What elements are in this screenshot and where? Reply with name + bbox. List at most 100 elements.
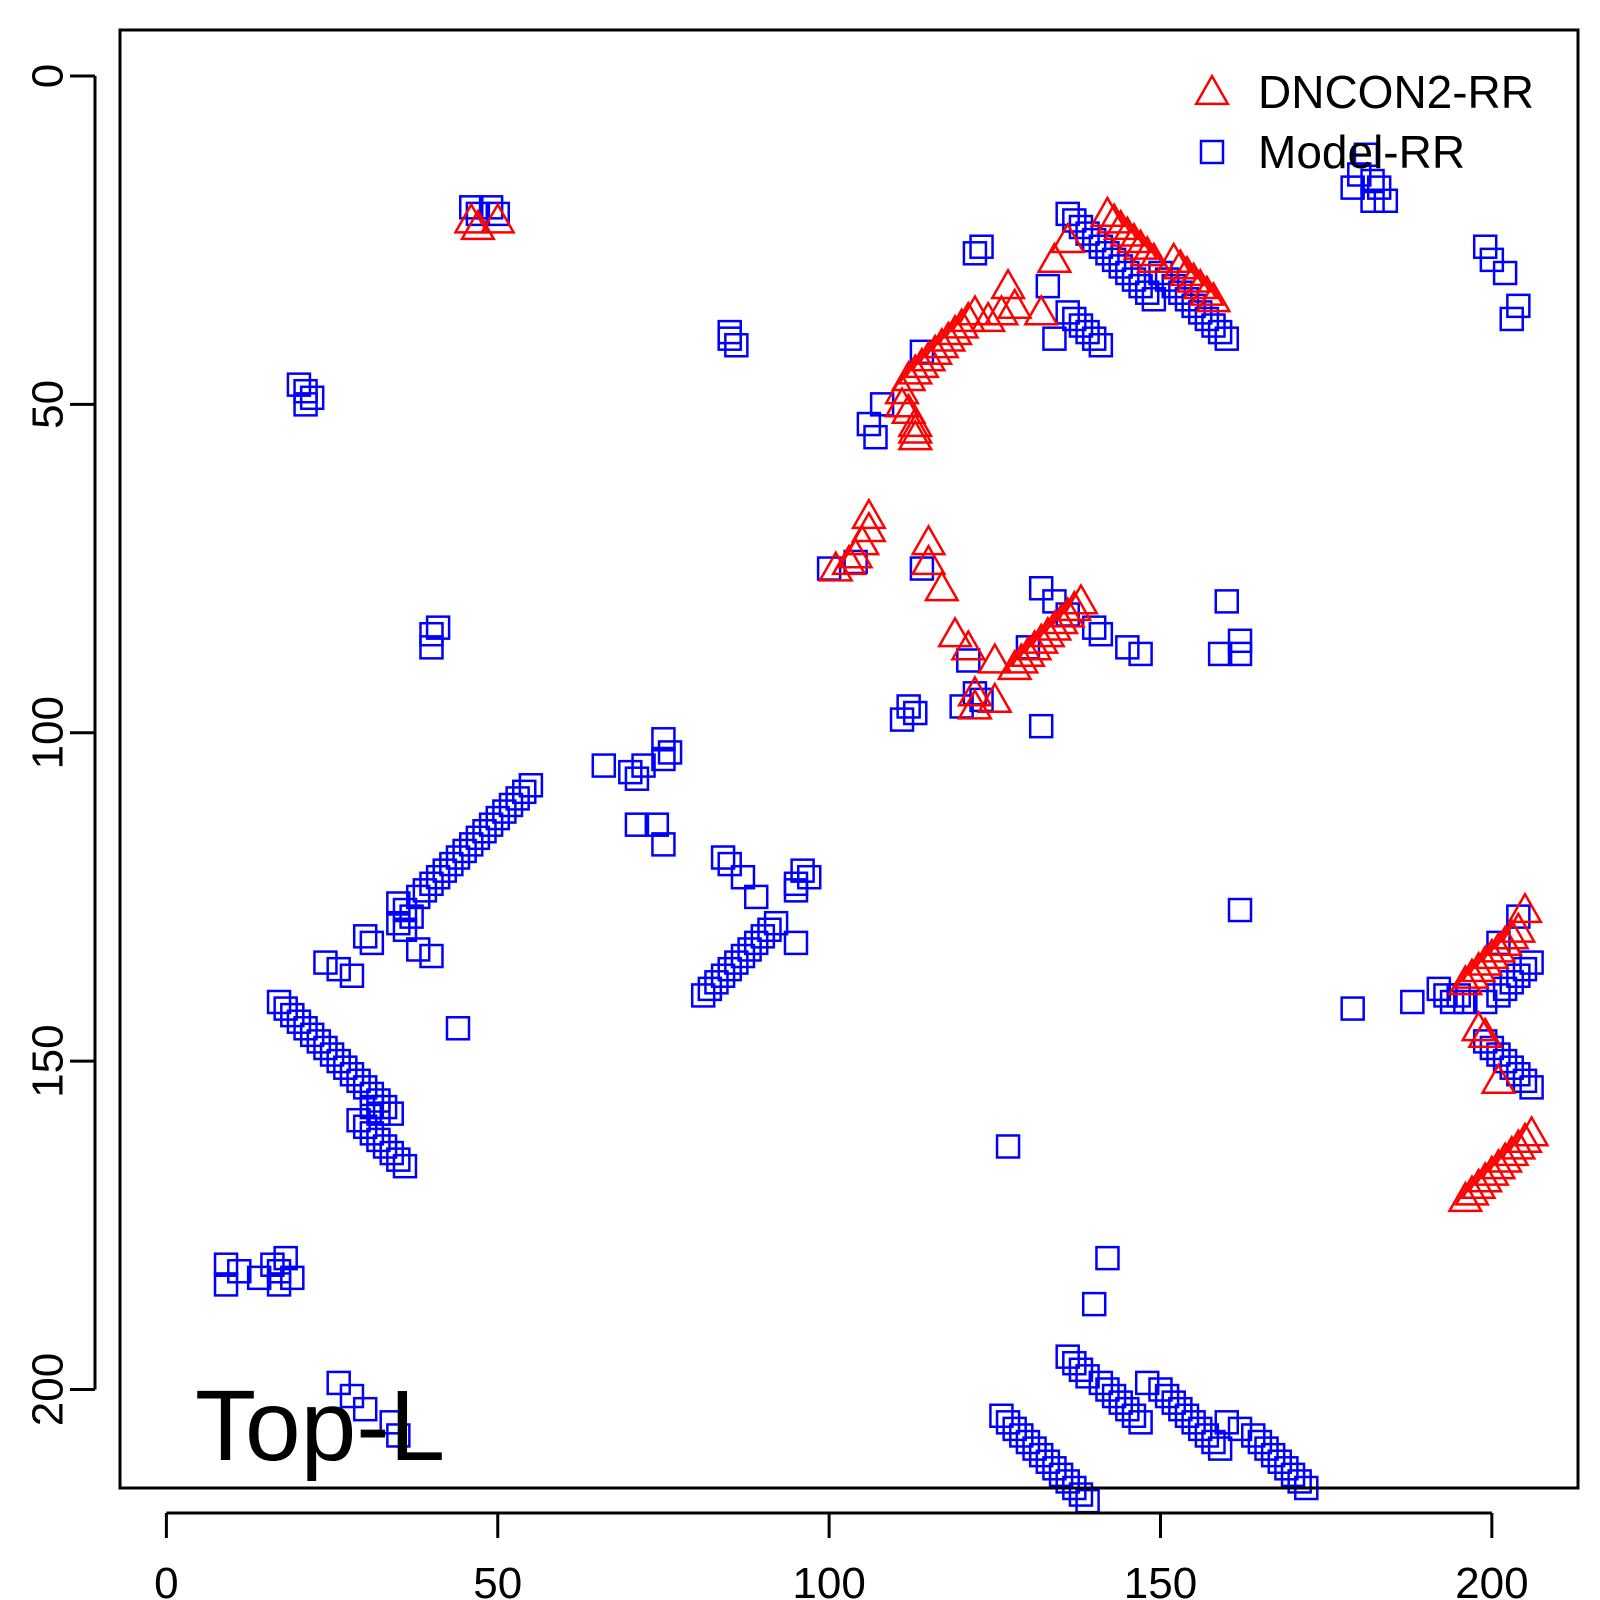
model-rr-point — [445, 1016, 471, 1041]
model-rr-point — [386, 891, 411, 916]
model-rr-point — [1347, 162, 1372, 187]
model-rr-point — [1134, 280, 1160, 305]
model-rr-point — [1353, 142, 1379, 168]
model-rr-point — [1081, 1291, 1107, 1317]
model-rr-point — [299, 385, 325, 411]
y-tick-label: 100 — [24, 696, 73, 769]
model-rr-point — [352, 1075, 378, 1100]
dncon2-rr-point — [910, 543, 947, 576]
model-rr-point — [485, 805, 511, 831]
model-rr-point — [1115, 1396, 1140, 1422]
y-axis: 0 50 100 150 200 — [24, 64, 97, 1426]
dncon2-rr-point — [1162, 248, 1199, 280]
model-rr-point — [1101, 1383, 1127, 1409]
model-rr-point — [651, 727, 676, 752]
model-rr-point — [392, 897, 418, 923]
model-rr-point — [1075, 319, 1100, 345]
model-rr-point — [1108, 1390, 1133, 1415]
dncon2-rr-point — [1102, 208, 1139, 241]
dncon2-rr-point — [884, 372, 921, 405]
model-rr-point — [1134, 1370, 1160, 1396]
model-rr-point — [995, 1410, 1021, 1435]
dncon2-rr-point — [970, 300, 1007, 333]
dncon2-rr-point — [1182, 267, 1219, 300]
model-rr-point — [1088, 332, 1114, 358]
model-rr-point — [624, 812, 650, 837]
model-rr-point — [763, 910, 789, 936]
model-rr-point — [1214, 589, 1240, 614]
dncon2-rr-point — [1109, 215, 1146, 247]
model-rr-point — [1121, 267, 1147, 292]
model-rr-point — [1512, 956, 1538, 982]
model-rr-point — [326, 1370, 351, 1396]
model-rr-point — [366, 1127, 391, 1153]
y-tick-label: 200 — [24, 1353, 73, 1426]
model-rr-point — [1254, 1436, 1279, 1461]
legend-model-rr-marker — [1199, 139, 1225, 165]
dncon2-rr-point — [983, 294, 1020, 326]
model-rr-point — [1366, 175, 1392, 200]
model-rr-point — [1340, 175, 1365, 200]
model-rr-point — [1174, 1403, 1200, 1429]
model-rr-point — [213, 1252, 239, 1277]
dncon2-rr-point — [453, 202, 490, 234]
model-rr-point — [1042, 1456, 1067, 1481]
model-rr-point — [1068, 1357, 1094, 1383]
dncon2-rr-point — [1506, 891, 1543, 924]
model-rr-point — [1108, 254, 1133, 279]
model-rr-point — [1499, 970, 1524, 995]
model-rr-point — [1227, 1416, 1253, 1442]
model-rr-point — [624, 766, 650, 791]
model-rr-point — [386, 910, 411, 936]
model-rr-point — [1187, 300, 1213, 325]
model-rr-point — [743, 884, 769, 910]
model-rr-point — [1015, 1429, 1041, 1455]
model-rr-point — [458, 832, 484, 857]
dncon2-rr-point — [950, 300, 987, 333]
model-rr-point — [1506, 293, 1531, 319]
dncon2-rr-markers — [453, 195, 1550, 1213]
model-rr-point — [1181, 1410, 1206, 1435]
model-rr-point — [1042, 326, 1067, 351]
dncon2-rr-point — [996, 287, 1033, 319]
model-rr-point — [1194, 306, 1220, 332]
model-rr-point — [339, 1061, 365, 1087]
model-rr-point — [704, 970, 729, 995]
model-rr-point — [359, 1081, 385, 1107]
model-rr-point — [439, 851, 464, 877]
model-rr-point — [1360, 168, 1385, 194]
y-tick-label: 50 — [24, 380, 73, 429]
model-rr-point — [465, 825, 491, 851]
model-rr-point — [1472, 234, 1498, 259]
model-rr-point — [1181, 293, 1206, 319]
model-rr-point — [724, 950, 749, 975]
model-rr-point — [339, 1383, 365, 1409]
model-rr-point — [1486, 983, 1511, 1008]
model-rr-point — [1101, 247, 1127, 273]
model-rr-point — [1426, 976, 1452, 1002]
model-rr-point — [1492, 976, 1518, 1002]
dncon2-rr-point — [1188, 274, 1225, 306]
model-rr-point — [313, 1035, 338, 1061]
model-rr-point — [1088, 1370, 1114, 1396]
model-rr-point — [246, 1265, 272, 1291]
model-rr-point — [1492, 1048, 1518, 1074]
model-rr-point — [1201, 1429, 1226, 1455]
model-rr-markers — [213, 142, 1544, 1514]
model-rr-point — [962, 241, 988, 266]
model-rr-point — [796, 864, 822, 890]
legend-dncon2-rr-marker — [1194, 73, 1230, 106]
model-rr-point — [346, 1068, 371, 1094]
model-rr-point — [498, 792, 524, 818]
model-rr-point — [1260, 1442, 1286, 1468]
x-tick-label: 50 — [473, 1559, 522, 1600]
model-rr-point — [445, 845, 471, 870]
model-rr-point — [399, 904, 424, 929]
model-rr-point — [1161, 273, 1186, 299]
model-rr-point — [1128, 641, 1153, 667]
model-rr-point — [1161, 1390, 1186, 1415]
model-rr-point — [863, 424, 888, 450]
dncon2-rr-point — [897, 412, 934, 444]
model-rr-point — [1048, 1462, 1074, 1488]
dncon2-rr-point — [1480, 1062, 1517, 1094]
